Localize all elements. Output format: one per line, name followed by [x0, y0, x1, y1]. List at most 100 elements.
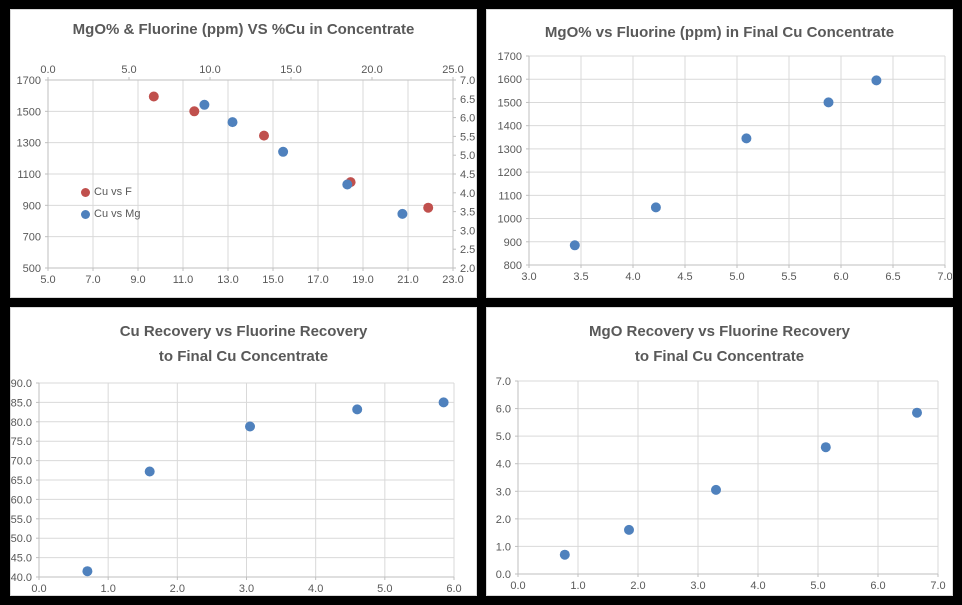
x2-axis-tick-label: 5.0 [121, 64, 136, 76]
data-point[interactable] [82, 566, 93, 577]
x-axis-tick-label: 21.0 [397, 274, 418, 286]
data-point[interactable] [278, 146, 289, 157]
x-axis-tick-label: 17.0 [307, 274, 328, 286]
x-axis-tick-label: 3.0 [239, 583, 254, 595]
data-point[interactable] [823, 97, 834, 108]
x-axis-tick-label: 4.5 [677, 271, 692, 283]
chart-panel-mgo-recovery-vs-fluorine-recovery[interactable]: MgO Recovery vs Fluorine Recovery to Fin… [486, 307, 953, 596]
y2-axis-tick-label: 3.5 [460, 207, 475, 219]
data-point[interactable] [352, 404, 363, 415]
x-axis-tick-label: 9.0 [130, 274, 145, 286]
x-axis-tick-label: 13.0 [217, 274, 238, 286]
data-point[interactable] [650, 202, 661, 213]
x-axis-tick-label: 4.0 [750, 580, 765, 592]
data-point[interactable] [438, 397, 449, 408]
data-point[interactable] [342, 179, 353, 190]
x-axis-tick-label: 6.0 [870, 580, 885, 592]
chart-panel-mgo-fluorine-vs-cu[interactable]: MgO% & Fluorine (ppm) VS %Cu in Concentr… [10, 9, 477, 298]
y-axis-tick-label: 900 [504, 237, 522, 249]
y-axis-tick-label: 1100 [498, 190, 522, 202]
x-axis-tick-label: 7.0 [85, 274, 100, 286]
y2-axis-tick-label: 2.5 [460, 244, 475, 256]
y-axis-tick-label: 5.0 [496, 431, 511, 443]
y-axis-tick-label: 3.0 [496, 486, 511, 498]
x2-axis-tick-label: 15.0 [280, 64, 301, 76]
x-axis-tick-label: 3.0 [521, 271, 536, 283]
y2-axis-tick-label: 6.5 [460, 94, 475, 106]
x-axis-tick-label: 3.5 [573, 271, 588, 283]
y-axis-tick-label: 1200 [498, 167, 522, 179]
data-point[interactable] [245, 421, 255, 432]
y-axis-tick-label: 1700 [498, 51, 522, 63]
legend-item-cu-vs-f[interactable]: Cu vs F [81, 186, 140, 198]
data-point[interactable] [741, 133, 752, 144]
chart-title: Cu Recovery vs Fluorine Recovery to Fina… [11, 319, 476, 369]
y-axis-tick-label: 40.0 [11, 572, 32, 584]
y2-axis-tick-label: 7.0 [460, 75, 475, 87]
legend-label: Cu vs F [94, 186, 132, 198]
data-point[interactable] [397, 208, 408, 219]
y-axis-tick-label: 1400 [498, 121, 522, 133]
legend-marker-red-icon [81, 187, 90, 197]
x-axis-tick-label: 3.0 [690, 580, 705, 592]
legend-label: Cu vs Mg [94, 208, 141, 220]
scatter-plot-area[interactable]: 0.0 1.0 2.0 3.0 4.0 5.0 6.0 40.0 45.0 50.0 55.0 60.… [11, 308, 476, 595]
y-axis-tick-label: 0.0 [496, 569, 511, 581]
x-axis-tick-label: 15.0 [262, 274, 283, 286]
x-axis-tick-label: 6.0 [446, 583, 461, 595]
x-axis-tick-label: 1.0 [101, 583, 116, 595]
x-axis-tick-label: 1.0 [570, 580, 585, 592]
data-point[interactable] [871, 75, 882, 86]
y-axis-tick-label: 800 [504, 260, 522, 272]
x-axis-tick-label: 11.0 [173, 274, 194, 286]
x-axis-tick-label: 4.0 [625, 271, 640, 283]
data-point[interactable] [711, 484, 721, 495]
data-point[interactable] [189, 106, 200, 117]
y-axis-tick-label: 500 [23, 263, 41, 275]
y-axis-tick-label: 1300 [498, 144, 522, 156]
chart-panel-cu-recovery-vs-fluorine-recovery[interactable]: Cu Recovery vs Fluorine Recovery to Fina… [10, 307, 477, 596]
y-axis-tick-label: 80.0 [11, 417, 32, 429]
x2-axis-tick-label: 25.0 [442, 64, 463, 76]
x2-axis-tick-label: 20.0 [361, 64, 382, 76]
chart-title-line: Cu Recovery vs Fluorine Recovery [119, 323, 368, 340]
data-point[interactable] [559, 549, 570, 560]
y-axis-tick-label: 85.0 [11, 397, 32, 409]
data-point[interactable] [912, 407, 922, 418]
data-point[interactable] [199, 99, 210, 110]
chart-panel-mgo-vs-fluorine[interactable]: MgO% vs Fluorine (ppm) in Final Cu Conce… [486, 9, 953, 298]
data-point[interactable] [144, 466, 155, 477]
data-point[interactable] [148, 91, 159, 102]
legend-marker-blue-icon [81, 209, 90, 219]
data-point[interactable] [423, 202, 434, 213]
y-axis-tick-label: 1300 [17, 138, 41, 150]
scatter-plot-area[interactable]: 5.0 7.0 9.0 11.0 13.0 15.0 17.0 19.0 21.0 23.0 500… [11, 10, 476, 297]
y-axis-tick-label: 900 [23, 200, 41, 212]
y-axis-tick-label: 1100 [17, 169, 41, 181]
y-axis-tick-label: 90.0 [11, 378, 32, 390]
data-point[interactable] [569, 240, 580, 251]
x-axis-tick-label: 5.0 [377, 583, 392, 595]
y-axis-tick-label: 60.0 [11, 494, 32, 506]
legend-item-cu-vs-mg[interactable]: Cu vs Mg [81, 208, 140, 220]
x2-axis-tick-label: 0.0 [40, 64, 55, 76]
x-axis-tick-label: 5.0 [40, 274, 55, 286]
scatter-plot-area[interactable]: 3.0 3.5 4.0 4.5 5.0 5.5 6.0 6.5 7.0 800 900 1000 110… [487, 10, 952, 297]
data-point[interactable] [227, 117, 238, 128]
x-axis-tick-label: 7.0 [930, 580, 945, 592]
x-axis-tick-label: 2.0 [170, 583, 185, 595]
x-axis-tick-label: 2.0 [630, 580, 645, 592]
x-axis-tick-label: 5.0 [810, 580, 825, 592]
y-axis-tick-label: 45.0 [11, 553, 32, 565]
chart-title-line: MgO Recovery vs Fluorine Recovery [589, 323, 850, 340]
y-axis-tick-label: 65.0 [11, 475, 32, 487]
x-axis-tick-label: 7.0 [937, 271, 952, 283]
legend: Cu vs F Cu vs Mg [81, 186, 140, 220]
chart-title: MgO% & Fluorine (ppm) VS %Cu in Concentr… [11, 17, 476, 42]
y-axis-tick-label: 70.0 [11, 456, 32, 468]
data-point[interactable] [624, 524, 634, 535]
scatter-plot-area[interactable]: 0.0 1.0 2.0 3.0 4.0 5.0 6.0 7.0 0.0 1.0 2.0 3.0 4.0 5… [487, 308, 952, 595]
data-point[interactable] [820, 442, 831, 453]
data-point[interactable] [259, 130, 269, 141]
y2-axis-tick-label: 4.5 [460, 169, 475, 181]
